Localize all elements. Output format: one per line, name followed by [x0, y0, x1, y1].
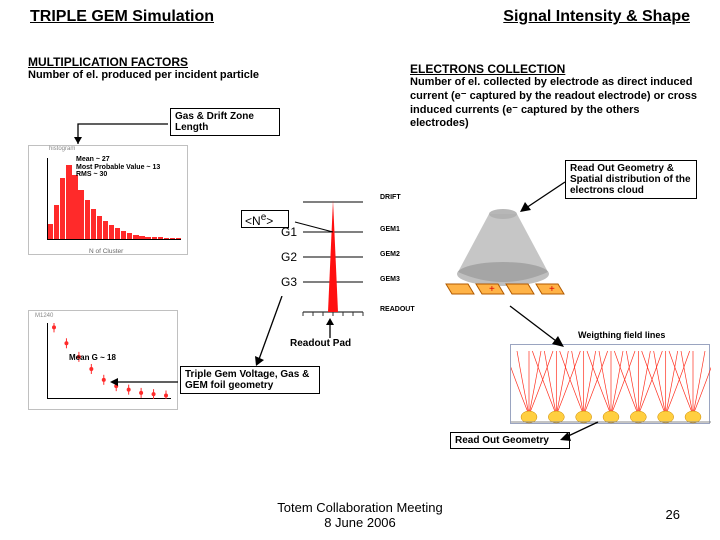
- cloud-svg: ++: [428, 200, 578, 310]
- hist1-stats: Mean ~ 27 Most Probable Value ~ 13 RMS ~…: [76, 156, 160, 179]
- ne-border: [241, 210, 289, 228]
- histogram-1: histogram Mean ~ 27 Most Probable Value …: [28, 145, 188, 255]
- mult-heading: MULTIPLICATION FACTORS: [28, 55, 288, 69]
- readout-box2: Read Out Geometry: [450, 432, 570, 449]
- footer-text1: Totem Collaboration Meeting: [277, 500, 442, 515]
- title-right: Signal Intensity & Shape: [503, 8, 690, 26]
- hist1-rms: RMS ~ 30: [76, 171, 160, 179]
- multiplication-block: MULTIPLICATION FACTORS Number of el. pro…: [28, 55, 288, 81]
- svg-text:+: +: [549, 284, 555, 295]
- g2-label: G2: [281, 250, 297, 264]
- readout-label: READOUT: [380, 306, 415, 313]
- svg-text:+: +: [489, 284, 495, 295]
- hist1-mean: Mean ~ 27: [76, 156, 160, 164]
- hist1-mpv: Most Probable Value ~ 13: [76, 164, 160, 172]
- arrow-cloud-field: [480, 300, 580, 360]
- gem3-label: GEM3: [380, 276, 400, 283]
- footer: Totem Collaboration Meeting 8 June 2006: [0, 500, 720, 530]
- arrow-triplegem: [100, 368, 185, 408]
- arrow-gasdrift: [28, 108, 228, 153]
- title-row: TRIPLE GEM Simulation Signal Intensity &…: [0, 0, 720, 30]
- arrow-readout2: [558, 420, 608, 450]
- title-left: TRIPLE GEM Simulation: [30, 8, 214, 26]
- gem2-label: GEM2: [380, 251, 400, 258]
- drift-label: DRIFT: [380, 194, 401, 201]
- hist1-xlabel: N of Cluster: [89, 248, 123, 255]
- g3-label: G3: [281, 275, 297, 289]
- readout-geom-box: Read Out Geometry & Spatial distribution…: [565, 160, 697, 199]
- readout-pad-arrow: [320, 316, 340, 340]
- cloud-diagram: ++: [428, 200, 578, 310]
- hist2-mean: Mean G ~ 18: [69, 353, 116, 362]
- arrow-g3-box: [252, 296, 292, 368]
- weighting-label: Weigthing field lines: [578, 330, 665, 340]
- hist2-small-title: M1240: [35, 313, 53, 319]
- elec-body: Number of el. collected by electrode as …: [410, 76, 700, 131]
- triple-gem-box: Triple Gem Voltage, Gas & GEM foil geome…: [180, 366, 320, 394]
- footer-text2: 8 June 2006: [277, 515, 442, 530]
- page-number: 26: [666, 507, 680, 522]
- hist1-plot-area: Mean ~ 27 Most Probable Value ~ 13 RMS ~…: [47, 158, 181, 240]
- mult-subtitle: Number of el. produced per incident part…: [28, 69, 288, 81]
- elec-heading: ELECTRONS COLLECTION: [410, 62, 700, 76]
- electrons-block: ELECTRONS COLLECTION Number of el. colle…: [410, 62, 700, 131]
- gem1-label: GEM1: [380, 226, 400, 233]
